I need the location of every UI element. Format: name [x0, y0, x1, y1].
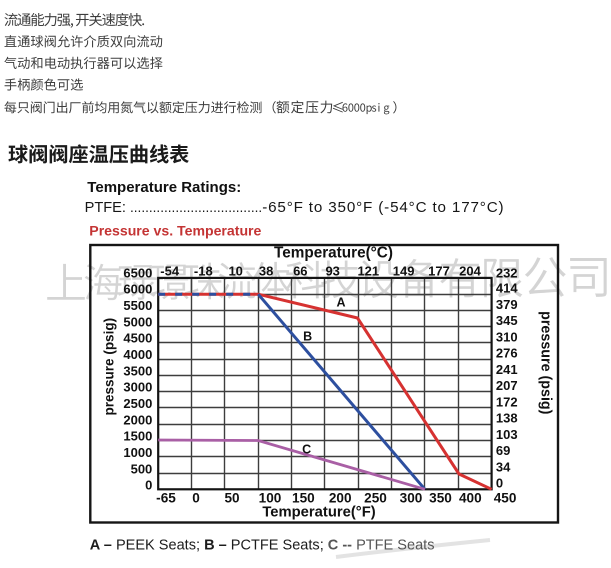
- svg-text:177: 177: [428, 263, 450, 278]
- svg-text:232: 232: [496, 266, 518, 281]
- svg-text:Temperature(°C): Temperature(°C): [274, 244, 393, 261]
- svg-text:200: 200: [329, 491, 352, 506]
- svg-text:0: 0: [145, 478, 152, 493]
- svg-text:0: 0: [192, 491, 200, 506]
- svg-text:10: 10: [228, 263, 242, 278]
- svg-text:310: 310: [496, 329, 518, 344]
- svg-text:6500: 6500: [123, 265, 152, 280]
- svg-text:3000: 3000: [123, 380, 152, 395]
- svg-text:241: 241: [496, 362, 518, 377]
- svg-text:100: 100: [259, 491, 282, 506]
- svg-text:172: 172: [496, 394, 518, 409]
- svg-text:4500: 4500: [123, 331, 152, 346]
- svg-text:414: 414: [496, 281, 518, 296]
- svg-text:A – PEEK Seats; B – PCTFE Seat: A – PEEK Seats; B – PCTFE Seats; C -- PT…: [90, 537, 435, 553]
- svg-text:69: 69: [496, 443, 510, 458]
- svg-text:93: 93: [325, 263, 339, 278]
- svg-text:A: A: [336, 296, 345, 310]
- svg-text:138: 138: [496, 411, 518, 426]
- svg-text:379: 379: [496, 297, 518, 312]
- svg-text:2500: 2500: [123, 396, 152, 411]
- svg-text:5000: 5000: [123, 314, 152, 329]
- svg-text:5500: 5500: [123, 298, 152, 313]
- svg-text:pressure (psig): pressure (psig): [538, 311, 554, 415]
- svg-text:300: 300: [400, 491, 423, 506]
- svg-text:276: 276: [496, 346, 518, 361]
- svg-text:103: 103: [496, 427, 518, 442]
- svg-text:Temperature Ratings:: Temperature Ratings:: [87, 179, 241, 196]
- svg-text:4000: 4000: [123, 347, 152, 362]
- svg-text:149: 149: [393, 263, 415, 278]
- svg-text:34: 34: [496, 459, 511, 474]
- svg-text:B: B: [303, 329, 312, 343]
- svg-text:-18: -18: [194, 263, 213, 278]
- svg-text:Temperature(°F): Temperature(°F): [262, 505, 375, 521]
- svg-text:350: 350: [429, 491, 452, 506]
- svg-text:204: 204: [459, 263, 481, 278]
- svg-text:3500: 3500: [123, 363, 152, 378]
- svg-text:450: 450: [494, 491, 517, 506]
- svg-text:400: 400: [459, 491, 482, 506]
- svg-text:150: 150: [292, 491, 315, 506]
- svg-text:66: 66: [293, 263, 307, 278]
- svg-text:38: 38: [259, 263, 273, 278]
- svg-text:-54: -54: [160, 263, 180, 278]
- svg-text:207: 207: [496, 378, 518, 393]
- svg-text:0: 0: [496, 476, 503, 491]
- svg-text:2000: 2000: [123, 412, 152, 427]
- svg-text:250: 250: [364, 491, 387, 506]
- svg-text:pressure (psig): pressure (psig): [102, 318, 117, 416]
- svg-text:345: 345: [496, 313, 518, 328]
- svg-text:Pressure vs. Temperature: Pressure vs. Temperature: [89, 223, 261, 239]
- svg-text:50: 50: [224, 491, 239, 506]
- svg-text:PTFE: ........................: PTFE: ..................................…: [85, 199, 505, 216]
- svg-text:1500: 1500: [123, 429, 152, 444]
- svg-text:6000: 6000: [123, 282, 152, 297]
- svg-text:1000: 1000: [123, 445, 152, 460]
- svg-text:121: 121: [357, 263, 379, 278]
- svg-text:-65: -65: [156, 491, 176, 506]
- svg-text:500: 500: [131, 461, 153, 476]
- svg-text:C: C: [302, 443, 311, 457]
